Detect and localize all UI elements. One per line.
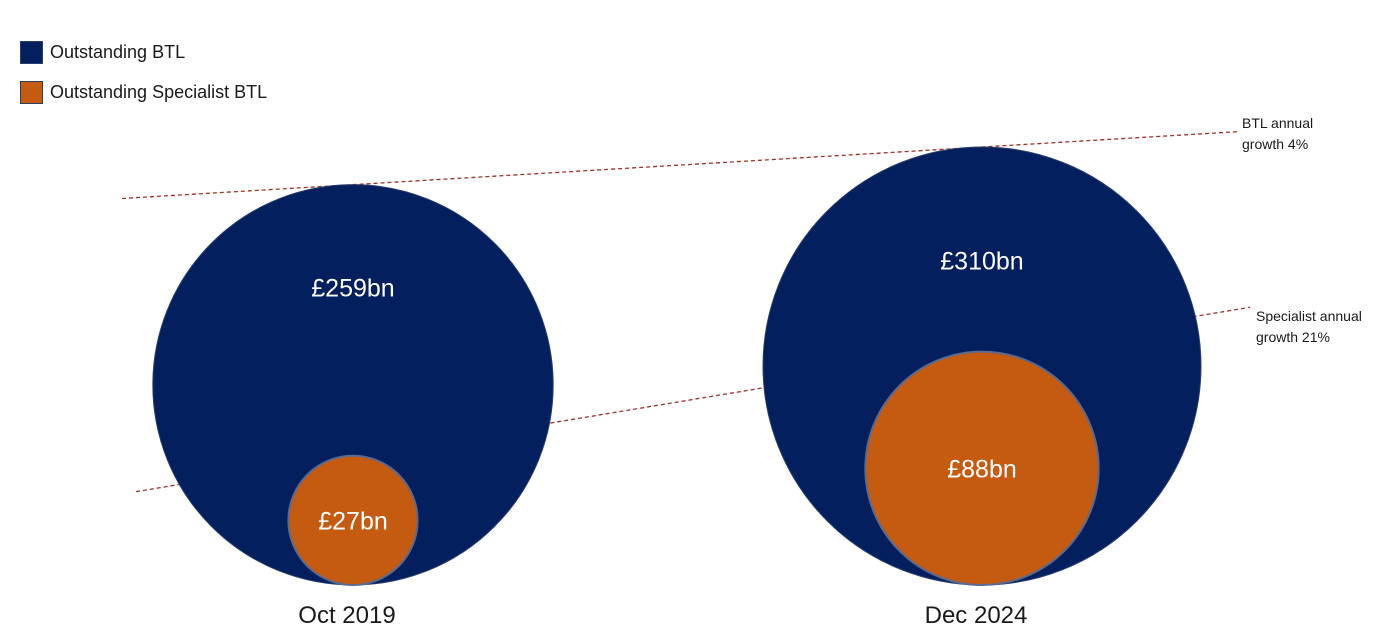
legend: Outstanding BTL Outstanding Specialist B… <box>20 38 267 118</box>
legend-item-outstanding-specialist-btl: Outstanding Specialist BTL <box>20 78 267 106</box>
legend-label-specialist: Outstanding Specialist BTL <box>50 81 268 102</box>
period-label-dec-2024: Dec 2024 <box>925 602 1028 629</box>
period-label-oct-2019: Oct 2019 <box>298 602 395 629</box>
specialist-bubble-oct-2019 <box>287 454 419 586</box>
specialist-value-label-oct-2019: £27bn <box>318 507 388 535</box>
specialist-value-label-dec-2024: £88bn <box>947 455 1017 483</box>
btl-trend-line <box>121 131 1239 200</box>
legend-label-btl: Outstanding BTL <box>50 41 186 62</box>
bubbles <box>152 146 1202 587</box>
legend-swatch-specialist <box>20 80 43 104</box>
legend-swatch-btl <box>20 40 43 64</box>
value-labels: £259bn £310bn £27bn £88bn Oct 2019 Dec 2024 <box>298 248 1027 629</box>
specialist-growth-annotation: Specialist annual growth 21% <box>1256 308 1362 345</box>
btl-growth-annotation: BTL annual growth 4% <box>1242 115 1314 152</box>
legend-item-outstanding-btl: Outstanding BTL <box>20 38 267 66</box>
specialist-bubble-dec-2024 <box>864 350 1100 587</box>
btl-value-label-oct-2019: £259bn <box>311 275 394 303</box>
btl-value-label-dec-2024: £310bn <box>940 248 1023 276</box>
